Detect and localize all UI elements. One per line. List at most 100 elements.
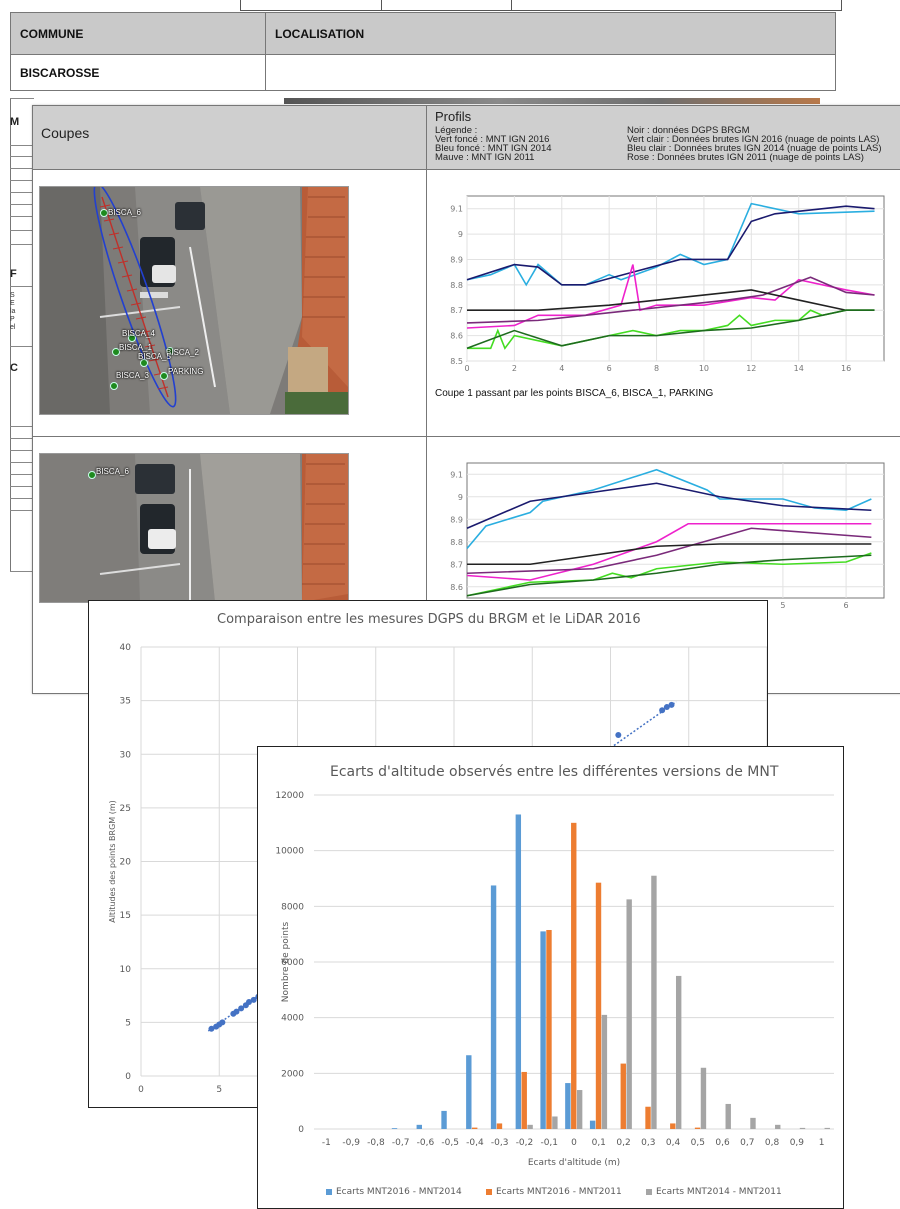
scatter-y-tick: 15 [120,911,131,921]
profile-series-line-4 [466,276,875,324]
y-tick-label: 8.8 [450,538,463,547]
map-label-bisca-5: BISCA_5 [138,352,171,361]
hist-bar-s3-16 [725,1103,731,1129]
hist-x-tick: -0,3 [491,1138,509,1148]
hist-bar-s2-6 [472,1127,478,1129]
fragment-m: M [10,116,20,128]
hist-x-tick: -0,2 [516,1138,534,1148]
hist-bar-s3-20 [824,1127,830,1129]
scatter-x-tick: 0 [138,1085,144,1095]
profile-series-line-4 [466,527,872,575]
map-label-bisca-4: BISCA_4 [122,329,155,338]
hist-x-tick: 0,5 [691,1138,705,1148]
hist-x-tick: 0,3 [641,1138,655,1148]
hist-x-axis-label: Ecarts d'altitude (m) [528,1158,620,1168]
fragment-c: C [10,362,18,374]
aerial-map-2-drawing [40,454,348,602]
map-thumbnail-strip [284,98,820,104]
map-label-bisca-6: BISCA_6 [108,208,141,217]
hist-x-tick: 0,1 [592,1138,606,1148]
hist-y-tick: 2000 [281,1069,304,1079]
x-tick-label: 5 [780,601,785,608]
hist-x-tick: 0,8 [765,1138,780,1148]
hist-x-tick: -0,5 [441,1138,459,1148]
hist-bar-s3-18 [775,1124,781,1129]
profile-series-line-5 [467,289,875,312]
commune-value: BISCAROSSE [10,54,266,91]
hist-bar-s2-10 [571,822,577,1129]
hist-bar-s1-7 [490,885,497,1129]
hist-x-tick: 0,7 [740,1138,754,1148]
histogram-chart-window: Ecarts d'altitude observés entre les dif… [257,746,844,1209]
scatter-point [238,1005,245,1012]
profils-heading: Profils [435,109,472,124]
hist-bar-s3-8 [527,1124,533,1129]
scatter-y-tick: 40 [120,643,132,653]
y-tick-label: 9.1 [450,205,463,214]
scatter-y-tick: 30 [120,750,132,760]
hist-bar-s3-11 [601,1014,608,1129]
hist-x-tick: 0,2 [616,1138,630,1148]
hist-bar-s2-7 [496,1123,503,1129]
scatter-point [663,704,670,711]
hist-x-tick: -0,7 [392,1138,410,1148]
y-tick-label: 8.6 [450,583,463,592]
scatter-point [659,707,666,714]
hist-y-tick: 0 [298,1125,304,1135]
hist-bar-s2-9 [546,929,552,1129]
hist-y-tick: 6000 [281,958,304,968]
coupe-1-caption: Coupe 1 passant par les points BISCA_6, … [435,388,714,399]
hist-bar-s2-13 [645,1106,651,1129]
hist-bar-s1-10 [565,1083,571,1129]
legend-left-0: Légende : [435,125,478,136]
hist-bar-s1-9 [540,931,546,1129]
y-tick-label: 8.7 [450,306,463,315]
map-point-bisca-6 [100,209,108,217]
hist-x-tick: -0,6 [417,1138,435,1148]
profiles-header-row [33,106,900,170]
legend-left-2: Bleu foncé : MNT IGN 2014 [435,143,552,154]
x-tick-label: 2 [512,364,517,371]
hist-y-axis-label: Nombre de points [281,922,291,1003]
hist-bar-s1-3 [391,1128,398,1129]
x-tick-label: 10 [699,364,709,371]
profile-series-line-6 [467,309,875,350]
scatter-y-tick: 20 [120,858,132,868]
y-tick-label: 8.7 [450,560,463,569]
hist-x-tick: -1 [322,1138,331,1148]
hist-x-tick: -0,9 [342,1138,360,1148]
profile-series-line-6 [466,552,872,597]
fragment-f: F [10,268,17,280]
scatter-point [233,1008,240,1015]
map2-label-bisca-6: BISCA_6 [96,467,129,476]
profile-series-line-7 [466,309,875,350]
scatter-x-tick: 5 [216,1085,222,1095]
x-tick-label: 12 [746,364,756,371]
hist-bar-s2-11 [595,882,602,1129]
aerial-map-coupe-1: BISCA_6 BISCA_4 BISCA_1 BISCA_2 BISCA_3 … [39,186,349,415]
x-tick-label: 14 [794,364,804,371]
hist-y-tick: 8000 [281,902,304,912]
scatter-point [615,731,622,738]
map-label-bisca-1: BISCA_1 [119,343,152,352]
hist-bar-s3-15 [700,1067,707,1129]
legend-left-1: Vert foncé : MNT IGN 2016 [435,134,550,145]
hist-x-tick: 1 [819,1138,825,1148]
legend-right-1: Vert clair : Données brutes IGN 2016 (nu… [627,134,880,145]
hist-x-tick: -0,4 [466,1138,484,1148]
hist-bar-s3-13 [651,875,657,1129]
legend-item-2: Ecarts MNT2016 - MNT2011 [486,1187,622,1197]
hist-x-tick: -0,8 [367,1138,385,1148]
profile-series-line-2 [466,205,875,286]
y-tick-label: 8.8 [450,281,463,290]
y-tick-label: 8.9 [450,255,463,264]
profile-series-line-3 [466,522,872,581]
y-tick-label: 9 [458,230,463,239]
profiles-document: Coupes Profils Légende : Vert foncé : MN… [32,105,900,694]
profile-chart-coupe-1: 9.1 9 8.9 8.8 8.7 8.6 8.50 2 4 6 8 10 12 14 16 [450,195,885,371]
profile-chart-coupe-2: 9.1 9 8.9 8.8 8.7 8.6 5 6 [450,462,885,608]
legend-swatch-3 [646,1188,652,1195]
map-label-bisca-3: BISCA_3 [116,371,149,380]
coupes-heading: Coupes [41,125,90,141]
hist-bar-s3-17 [750,1117,756,1129]
